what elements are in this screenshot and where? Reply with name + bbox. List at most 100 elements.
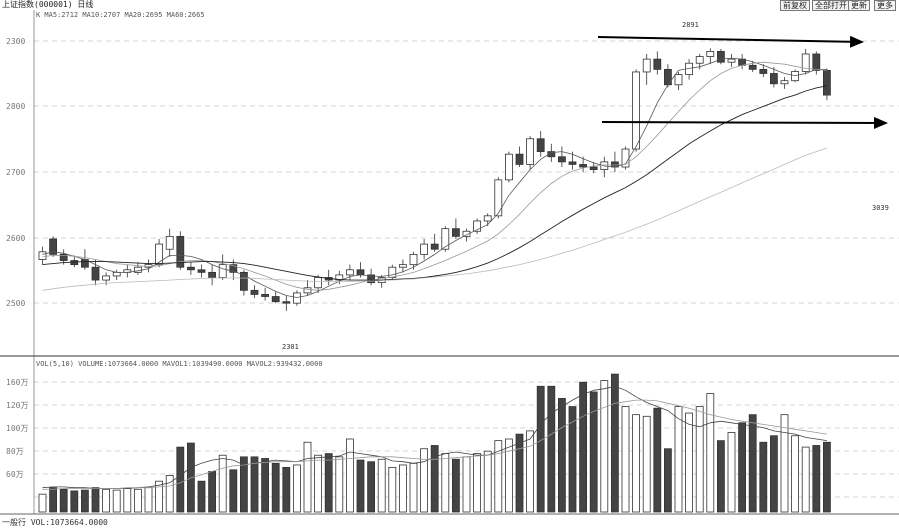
volume-bar-down[interactable] [536,385,545,513]
volume-bar-down[interactable] [717,440,725,513]
volume-bar-down[interactable] [451,458,460,513]
candle-up[interactable] [102,275,110,281]
volume-bar-down[interactable] [579,381,587,513]
candle-up[interactable] [420,243,429,255]
volume-bar-up[interactable] [494,440,503,513]
candle-up[interactable] [695,56,704,64]
candle-down[interactable] [239,271,248,291]
volume-bar-up[interactable] [642,415,651,513]
volume-bar-down[interactable] [515,433,524,513]
candle-up[interactable] [133,266,142,273]
volume-bar-down[interactable] [356,459,365,513]
candle-up[interactable] [494,179,503,217]
candle-up[interactable] [526,138,534,165]
volume-bar-up[interactable] [377,458,386,513]
volume-bar-down[interactable] [282,466,291,513]
volume-bar-down[interactable] [653,407,662,513]
candle-up[interactable] [388,266,397,278]
volume-bar-up[interactable] [409,462,418,513]
volume-bar-down[interactable] [208,471,217,513]
candle-down[interactable] [515,153,524,165]
candle-down[interactable] [759,68,768,74]
volume-bar-down[interactable] [70,490,79,513]
candle-down[interactable] [823,70,831,96]
volume-bar-up[interactable] [165,475,174,513]
candle-up[interactable] [780,80,789,85]
volume-bar-down[interactable] [770,435,778,513]
candle-down[interactable] [748,64,757,70]
candle-up[interactable] [303,287,312,294]
candle-down[interactable] [49,238,57,255]
volume-bar-up[interactable] [727,432,736,513]
open-all-button[interactable]: 全部打开 [812,0,850,11]
candle-down[interactable] [91,266,100,281]
volume-bar-down[interactable] [91,487,100,513]
candle-up[interactable] [706,51,715,57]
volume-bar-down[interactable] [738,422,746,513]
volume-bar-down[interactable] [611,373,619,513]
candle-up[interactable] [398,264,407,268]
candle-down[interactable] [59,253,68,261]
candle-down[interactable] [176,235,185,268]
volume-bar-down[interactable] [271,462,280,513]
candle-down[interactable] [664,68,672,86]
candle-up[interactable] [504,153,513,181]
volume-bar-up[interactable] [621,406,630,513]
candle-up[interactable] [345,269,354,276]
volume-bar-up[interactable] [303,441,312,513]
candle-up[interactable] [674,74,683,86]
candle-up[interactable] [155,243,164,266]
candle-down[interactable] [208,271,217,278]
volume-bar-up[interactable] [801,446,810,513]
volume-bar-up[interactable] [112,489,121,513]
volume-bar-up[interactable] [218,454,227,513]
volume-bar-down[interactable] [558,398,566,513]
candle-down[interactable] [653,58,662,70]
volume-bar-down[interactable] [49,487,57,513]
candle-up[interactable] [165,235,174,250]
candle-up[interactable] [801,53,810,72]
candle-down[interactable] [547,151,556,158]
candle-down[interactable] [812,53,821,71]
volume-bar-up[interactable] [695,406,704,513]
volume-bar-down[interactable] [823,441,831,513]
volume-bar-up[interactable] [102,488,110,513]
candle-up[interactable] [335,274,344,281]
volume-bar-down[interactable] [589,391,598,513]
volume-bar-up[interactable] [504,438,513,513]
volume-bar-down[interactable] [261,458,270,513]
candle-up[interactable] [473,220,482,232]
candle-up[interactable] [642,58,651,73]
candle-up[interactable] [112,271,121,277]
volume-bar-up[interactable] [144,487,153,513]
volume-bar-up[interactable] [38,493,47,513]
volume-bar-up[interactable] [123,488,132,513]
candle-up[interactable] [144,264,153,268]
candle-down[interactable] [558,156,566,163]
volume-bar-up[interactable] [674,406,683,513]
volume-bar-down[interactable] [759,441,768,513]
volume-bar-down[interactable] [229,469,238,513]
update-button[interactable]: 更新 [848,0,870,11]
volume-bar-up[interactable] [314,454,323,513]
volume-bar-down[interactable] [367,461,376,513]
volume-bar-up[interactable] [632,414,640,513]
volume-bar-up[interactable] [791,435,799,513]
candle-up[interactable] [292,292,301,304]
volume-bar-up[interactable] [133,488,142,513]
more-button[interactable]: 更多 [874,0,896,11]
candle-up[interactable] [38,251,47,260]
candle-down[interactable] [568,161,577,165]
volume-bar-down[interactable] [568,406,577,513]
candle-down[interactable] [186,266,195,271]
volume-bar-up[interactable] [335,456,344,513]
volume-bar-up[interactable] [706,393,715,513]
candle-down[interactable] [536,138,545,152]
volume-bar-down[interactable] [324,453,333,513]
candle-down[interactable] [261,294,270,297]
volume-bar-down[interactable] [239,456,248,513]
volume-bar-down[interactable] [197,480,206,513]
volume-bar-down[interactable] [664,448,672,513]
candle-down[interactable] [229,264,238,273]
